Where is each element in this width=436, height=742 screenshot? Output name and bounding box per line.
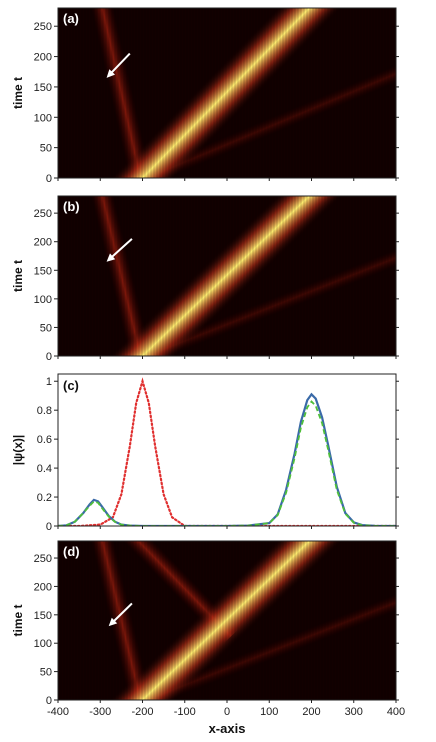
panel-a: (a) 0 50 100 150 200 250 time t xyxy=(11,7,399,185)
y-axis-label: time t xyxy=(11,260,25,292)
transmitted-beam xyxy=(104,196,347,356)
series-green-dashed xyxy=(58,400,396,526)
y-tick-label: 50 xyxy=(40,322,52,334)
y-tick-label: 150 xyxy=(34,82,52,94)
y-tick-label: 1 xyxy=(46,376,52,388)
arrow-line xyxy=(112,602,133,623)
y-axis-label: time t xyxy=(11,604,25,636)
y-tick-label: 0 xyxy=(46,173,52,185)
panel-b: (b) 0 50 100 150 200 250 time t xyxy=(11,195,399,363)
y-tick-label: 0.6 xyxy=(37,434,52,446)
x-tick-label: 100 xyxy=(260,706,278,718)
y-tick-label: 100 xyxy=(34,112,52,124)
arrow-line xyxy=(110,238,133,259)
panel-label: (b) xyxy=(63,199,80,214)
faint-beam xyxy=(115,61,396,178)
y-axis-label: |ψ(x)| xyxy=(11,435,25,465)
y-tick-label: 200 xyxy=(34,237,52,249)
y-tick-label: 0 xyxy=(46,521,52,533)
y-tick-label: 100 xyxy=(34,294,52,306)
x-axis-label: x-axis xyxy=(209,721,246,736)
transmitted-beam xyxy=(104,541,347,700)
y-axis-label: time t xyxy=(11,77,25,109)
y-tick-label: 50 xyxy=(40,143,52,155)
y-tick-label: 150 xyxy=(34,610,52,622)
x-tick-label: -300 xyxy=(89,706,111,718)
x-tick-label: 0 xyxy=(224,706,230,718)
y-tick-label: 200 xyxy=(34,581,52,593)
x-tick-label: 400 xyxy=(387,706,405,718)
y-tick-label: 100 xyxy=(34,638,52,650)
y-axis-ticks: 0 50 100 150 200 250 xyxy=(34,553,399,707)
y-tick-label: 0 xyxy=(46,695,52,707)
y-tick-label: 0.8 xyxy=(37,405,52,417)
y-tick-label: 250 xyxy=(34,553,52,565)
panel-label: (d) xyxy=(63,544,80,559)
y-axis-ticks: 0 0.2 0.4 0.6 0.8 1 xyxy=(37,376,399,533)
x-tick-label: -100 xyxy=(174,706,196,718)
x-tick-label: -400 xyxy=(47,706,69,718)
y-tick-label: 0 xyxy=(46,351,52,363)
x-tick-label: 300 xyxy=(345,706,363,718)
x-tick-label: 200 xyxy=(302,706,320,718)
x-tick-label: -200 xyxy=(131,706,153,718)
x-axis-ticks xyxy=(57,526,397,529)
fringe-pattern xyxy=(58,196,395,356)
panel-c: (c) 0 0.2 0.4 0.6 0.8 1 |ψ(x)| xyxy=(11,373,399,533)
arrow-line xyxy=(110,52,131,75)
plot-background xyxy=(58,374,396,526)
y-tick-label: 0.2 xyxy=(37,492,52,504)
panel-label: (c) xyxy=(63,378,79,393)
panel-d: (d) 0 50 100 150 200 250 -400 -300 -200 -100 0 100 20… xyxy=(11,540,405,736)
x-axis-ticks xyxy=(57,178,397,181)
y-tick-label: 200 xyxy=(34,52,52,64)
y-tick-label: 250 xyxy=(34,21,52,33)
y-tick-label: 0.4 xyxy=(37,463,52,475)
x-axis-ticks: -400 -300 -200 -100 0 100 200 300 400 xyxy=(47,700,405,718)
y-tick-label: 50 xyxy=(40,667,52,679)
y-axis-ticks: 0 50 100 150 200 250 xyxy=(34,21,399,185)
transmitted-beam xyxy=(105,8,347,178)
y-tick-label: 250 xyxy=(34,208,52,220)
arrow-head xyxy=(106,253,116,262)
arrow-head xyxy=(106,69,116,78)
series-initial-red-dotted xyxy=(58,377,396,526)
fringe-pattern xyxy=(58,8,395,178)
x-axis-ticks xyxy=(57,356,397,359)
arrow-head xyxy=(108,617,118,627)
panel-label: (a) xyxy=(63,11,79,26)
y-axis-ticks: 0 50 100 150 200 250 xyxy=(34,208,399,363)
y-tick-label: 150 xyxy=(34,265,52,277)
fringe-pattern xyxy=(58,541,395,700)
